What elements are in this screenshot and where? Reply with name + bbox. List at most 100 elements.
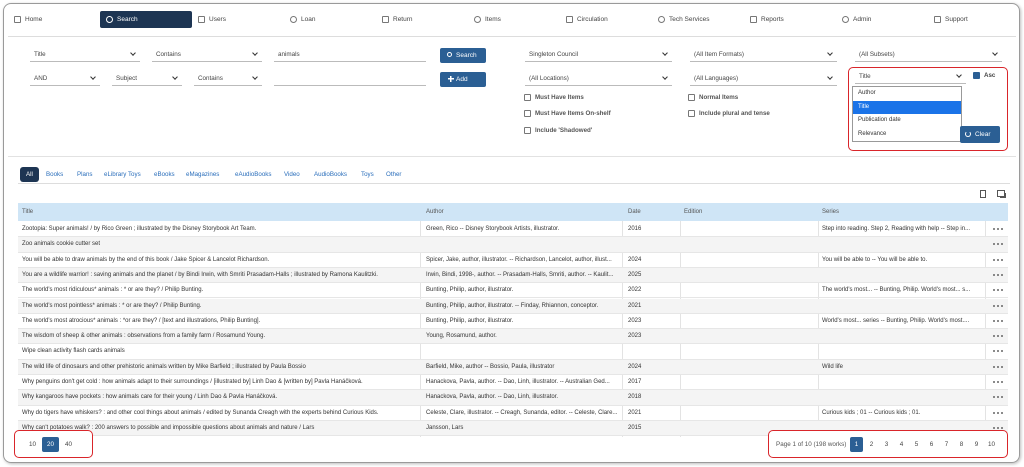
row-menu-dot [997,258,999,261]
nav-item[interactable]: Users [192,11,284,28]
format-select[interactable]: (All Item Formats) [690,48,837,62]
select-value: AND [34,75,48,82]
nav-item[interactable]: Search [100,11,192,28]
operator-select[interactable]: Contains [194,72,262,86]
page-button[interactable]: 10 [985,437,998,452]
subset-select[interactable]: (All Subsets) [855,48,1002,62]
table-row[interactable] [18,359,1008,375]
language-select[interactable]: (All Languages) [690,72,837,86]
table-row[interactable] [18,283,1008,299]
field-select[interactable]: Subject [112,72,182,86]
location-select[interactable]: (All Locations) [525,72,672,86]
table-cell: Hanackova, Pavla, author. -- Dao, Linh, … [426,379,610,385]
select-value: Contains [198,75,223,82]
tab[interactable]: All [20,167,39,182]
tab[interactable]: Other [386,167,401,182]
page-button[interactable]: 8 [955,437,968,452]
nav-item[interactable]: Loan [284,11,376,28]
search-term-input[interactable]: animals [274,48,426,62]
tab[interactable]: Books [46,167,63,182]
nav-item[interactable]: Home [8,11,100,28]
field-select[interactable]: Title [30,48,140,62]
nav-item[interactable]: Reports [744,11,836,28]
nav-label: Return [393,16,413,23]
table-row[interactable] [18,390,1008,406]
tab[interactable]: Plans [77,167,92,182]
nav-item[interactable]: Items [468,11,560,28]
clear-button[interactable]: Clear [960,126,1000,143]
nav-label: Items [485,16,501,23]
page-button[interactable]: 1 [850,437,863,452]
checkbox[interactable] [524,110,531,117]
row-menu-dot [993,258,995,261]
table-cell: Bunting, Philip, author, illustrator. [426,317,514,324]
sort-select[interactable]: Title [855,70,966,84]
page-button[interactable]: 9 [970,437,983,452]
page-button[interactable]: 7 [940,437,953,452]
nav-item[interactable]: Admin [836,11,928,28]
page-button[interactable]: 3 [880,437,893,452]
tab[interactable]: eBooks [154,167,175,182]
nav-item[interactable]: Tech Services [652,11,744,28]
tab[interactable]: eLibrary Toys [104,167,141,182]
sort-option[interactable]: Relevance [853,127,961,141]
page-size-label: 40 [64,441,72,448]
row-menu-dot [1001,396,1003,399]
page-button[interactable]: 5 [910,437,923,452]
sort-option[interactable]: Title [853,100,961,114]
join-select[interactable]: AND [30,72,100,86]
tab[interactable]: eAudioBooks [235,167,271,182]
nav-label: Search [117,16,138,23]
nav-item[interactable]: Return [376,11,468,28]
search-term-input[interactable] [274,72,426,86]
page-button[interactable]: 6 [925,437,938,452]
table-row[interactable] [18,420,1008,437]
page-size-button[interactable]: 10 [24,437,41,452]
table-row[interactable] [18,329,1008,345]
table-row[interactable] [18,253,1008,268]
table-row[interactable] [18,314,1008,330]
button-label: Clear [975,131,991,138]
page-size-button[interactable]: 40 [60,437,77,452]
page-button[interactable]: 2 [865,437,878,452]
row-menu-dot [1001,350,1003,353]
sort-option[interactable]: Publication date [853,114,961,128]
nav-icon [842,16,849,23]
page-button[interactable]: 4 [895,437,908,452]
table-cell: Wild life [822,363,844,370]
chevron [827,74,833,80]
column-header: Title [22,209,34,215]
nav-label: Circulation [577,16,608,23]
tab[interactable]: AudioBooks [314,167,347,182]
table-row[interactable] [18,237,1008,253]
page-size-button[interactable]: 20 [42,437,59,452]
nav-label: Support [945,16,968,23]
asc-checkbox[interactable] [973,72,980,79]
tab[interactable]: Video [284,167,300,182]
page-label: 1 [854,441,859,448]
sort-option[interactable]: Author [853,87,961,101]
checkbox[interactable] [524,127,531,134]
checkbox[interactable] [688,110,695,117]
council-select[interactable]: Singleton Council [525,48,672,62]
add-button[interactable]: Add [440,72,486,87]
table-row[interactable] [18,375,1008,391]
table-row[interactable] [18,406,1008,421]
tab-label: eLibrary Toys [104,171,141,178]
tab[interactable]: eMagazines [186,167,219,182]
tab[interactable]: Toys [361,167,374,182]
table-row[interactable] [18,344,1008,360]
copy-icon[interactable] [997,190,1005,197]
checkbox[interactable] [524,94,531,101]
table-row[interactable] [18,222,1008,238]
export-icon[interactable] [980,190,986,198]
search-button[interactable]: Search [440,48,486,63]
table-row[interactable] [18,267,1008,284]
operator-select[interactable]: Contains [152,48,262,62]
nav-item[interactable]: Support [928,11,1020,28]
table-row[interactable] [18,298,1008,314]
nav-item[interactable]: Circulation [560,11,652,28]
column-header: Series [822,209,840,215]
checkbox[interactable] [688,94,695,101]
option-label: Publication date [858,117,901,123]
